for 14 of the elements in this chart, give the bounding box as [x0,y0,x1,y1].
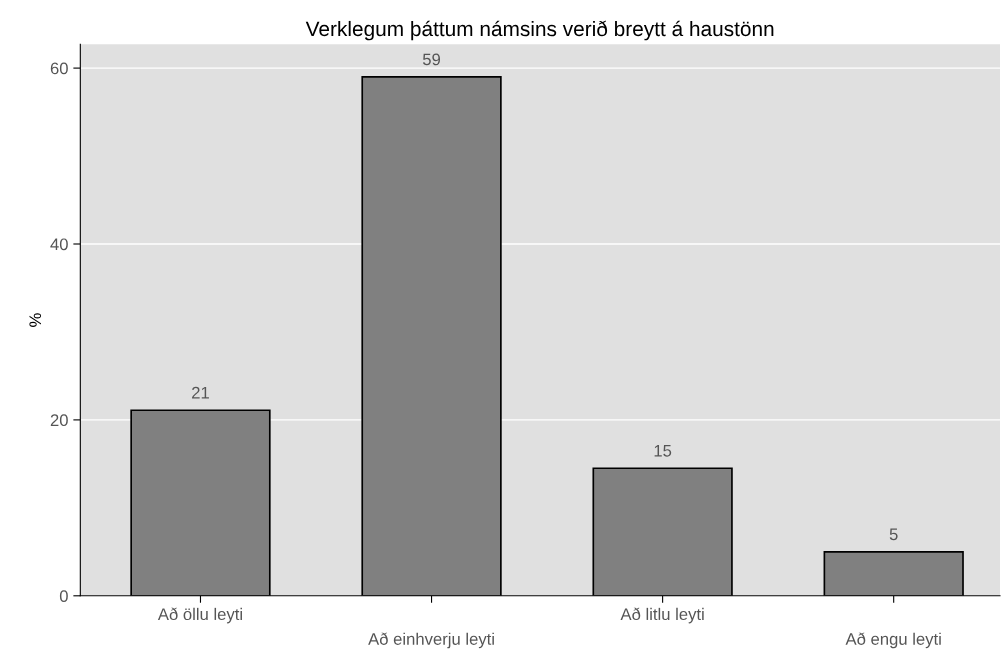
data-label: 15 [654,445,672,457]
x-tick-label: Að öllu leyti [157,607,242,624]
x-tick-label: Að litlu leyti [620,607,704,624]
y-tick-label: 0 [59,590,68,602]
y-axis-title: % [29,313,42,327]
x-tick-label: Að einhverju leyti [368,632,494,649]
chart-title: Verklegum þáttum námsins verið breytt á haustönn [305,20,774,41]
data-label: 21 [192,386,209,399]
data-label: 5 [889,528,898,541]
y-tick-label: 60 [50,62,68,75]
data-label: 59 [422,53,441,66]
x-tick-label: Að engu leyti [845,632,941,649]
y-tick-label: 40 [50,238,68,251]
y-tick-label: 20 [50,414,68,427]
